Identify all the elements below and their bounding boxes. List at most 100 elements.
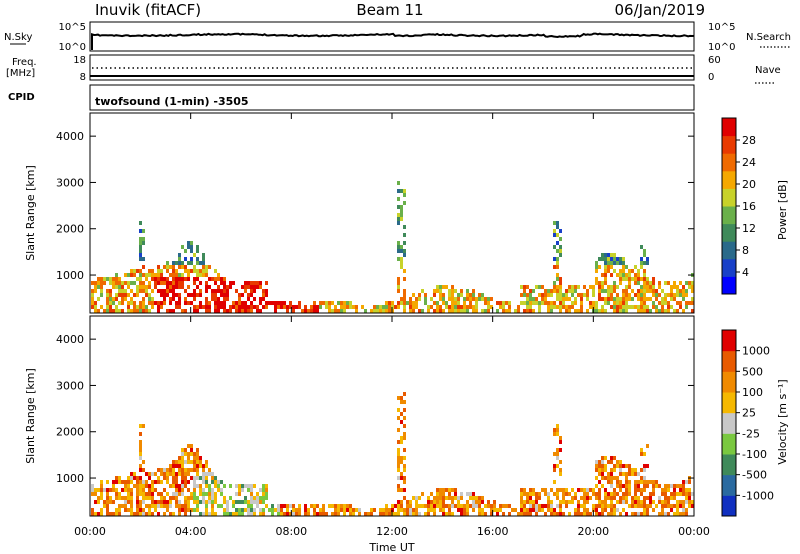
scatter-cell [178, 273, 181, 277]
scatter-cell [649, 500, 652, 504]
scatter-cell [163, 289, 166, 293]
scatter-cell [205, 500, 208, 504]
scatter-cell [655, 297, 658, 301]
scatter-cell [97, 488, 100, 492]
scatter-cell [520, 500, 523, 504]
scatter-cell [562, 301, 565, 305]
scatter-cell [115, 285, 118, 289]
scatter-cell [616, 297, 619, 301]
scatter-cell [181, 309, 184, 313]
scatter-cell [112, 500, 115, 504]
scatter-cell [397, 305, 400, 309]
scatter-cell [487, 500, 490, 504]
scatter-cell [226, 289, 229, 293]
scatter-cell [226, 500, 229, 504]
scatter-cell [163, 504, 166, 508]
scatter-cell [613, 504, 616, 508]
scatter-cell [574, 492, 577, 496]
scatter-cell [358, 508, 361, 512]
scatter-cell [211, 297, 214, 301]
scatter-cell [430, 500, 433, 504]
scatter-cell [484, 301, 487, 305]
scatter-cell [640, 448, 643, 452]
scatter-cell [202, 269, 205, 273]
scatter-cell [310, 504, 313, 508]
scatter-cell [649, 289, 652, 293]
scatter-cell [280, 305, 283, 309]
scatter-cell [652, 289, 655, 293]
scatter-cell [286, 508, 289, 512]
scatter-cell [496, 301, 499, 305]
scatter-cell [601, 460, 604, 464]
scatter-cell [178, 464, 181, 468]
scatter-cell [565, 293, 568, 297]
scatter-cell [184, 476, 187, 480]
scatter-cell [289, 305, 292, 309]
scatter-cell [148, 476, 151, 480]
scatter-cell [193, 269, 196, 273]
scatter-cell [631, 496, 634, 500]
scatter-cell [634, 305, 637, 309]
scatter-cell [223, 277, 226, 281]
scatter-cell [439, 309, 442, 313]
scatter-cell [538, 309, 541, 313]
scatter-cell [619, 309, 622, 313]
scatter-cell [469, 293, 472, 297]
scatter-cell [535, 500, 538, 504]
scatter-cell [265, 293, 268, 297]
scatter-cell [616, 273, 619, 277]
scatter-cell [202, 496, 205, 500]
scatter-cell [523, 512, 526, 516]
scatter-cell [133, 269, 136, 273]
scatter-cell [598, 257, 601, 261]
scatter-cell [106, 297, 109, 301]
scatter-cell [451, 504, 454, 508]
scatter-cell [640, 289, 643, 293]
scatter-cell [643, 261, 646, 265]
scatter-cell [163, 281, 166, 285]
scatter-cell [529, 492, 532, 496]
scatter-cell [475, 309, 478, 313]
scatter-cell [649, 492, 652, 496]
scatter-cell [220, 488, 223, 492]
scatter-cell [322, 504, 325, 508]
scatter-cell [445, 305, 448, 309]
scatter-cell [91, 492, 94, 496]
scatter-cell [403, 408, 406, 412]
scatter-cell [265, 305, 268, 309]
scatter-cell [577, 309, 580, 313]
scatter-cell [121, 309, 124, 313]
scatter-cell [262, 289, 265, 293]
scatter-cell [646, 512, 649, 516]
scatter-cell [112, 301, 115, 305]
scatter-cell [202, 500, 205, 504]
scatter-cell [415, 305, 418, 309]
scatter-cell [454, 504, 457, 508]
scatter-cell [607, 257, 610, 261]
scatter-cell [598, 504, 601, 508]
scatter-cell [619, 301, 622, 305]
scatter-cell [463, 504, 466, 508]
scatter-cell [556, 464, 559, 468]
scatter-cell [403, 189, 406, 193]
scatter-cell [304, 504, 307, 508]
scatter-cell [205, 285, 208, 289]
scatter-cell [640, 476, 643, 480]
scatter-cell [532, 297, 535, 301]
scatter-cell [433, 512, 436, 516]
scatter-cell [94, 309, 97, 313]
scatter-cell [136, 504, 139, 508]
scatter-cell [466, 305, 469, 309]
scatter-cell [97, 496, 100, 500]
scatter-cell [241, 293, 244, 297]
scatter-cell [502, 512, 505, 516]
scatter-cell [526, 297, 529, 301]
scatter-cell [409, 309, 412, 313]
scatter-cell [166, 293, 169, 297]
scatter-cell [250, 488, 253, 492]
scatter-cell [313, 305, 316, 309]
scatter-cell [91, 281, 94, 285]
scatter-cell [133, 301, 136, 305]
scatter-cell [556, 225, 559, 229]
